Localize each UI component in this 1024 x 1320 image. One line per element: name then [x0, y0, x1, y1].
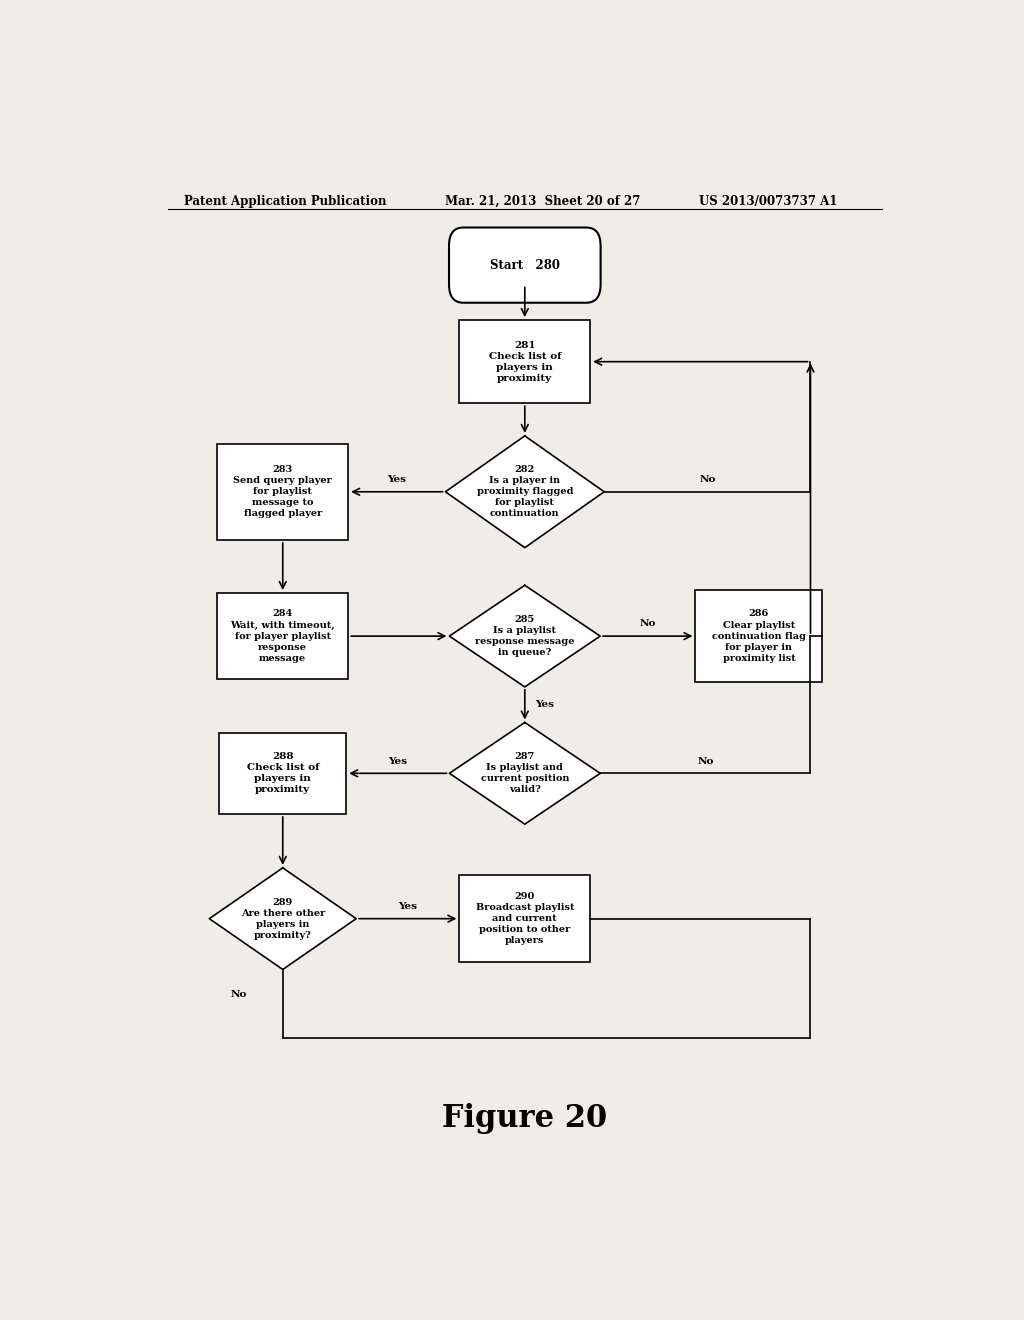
- Text: Yes: Yes: [536, 700, 554, 709]
- Text: 283
Send query player
for playlist
message to
flagged player: 283 Send query player for playlist messa…: [233, 465, 332, 519]
- Polygon shape: [445, 436, 604, 548]
- FancyBboxPatch shape: [460, 875, 590, 962]
- Text: Mar. 21, 2013  Sheet 20 of 27: Mar. 21, 2013 Sheet 20 of 27: [445, 194, 641, 207]
- Text: 287
Is playlist and
current position
valid?: 287 Is playlist and current position val…: [480, 752, 569, 795]
- Text: Yes: Yes: [387, 475, 407, 484]
- Text: 284
Wait, with timeout,
for player playlist
response
message: 284 Wait, with timeout, for player playl…: [230, 610, 335, 663]
- Text: No: No: [231, 990, 247, 999]
- Text: Patent Application Publication: Patent Application Publication: [183, 194, 386, 207]
- Text: No: No: [697, 756, 714, 766]
- Text: Yes: Yes: [388, 756, 408, 766]
- Polygon shape: [450, 722, 600, 824]
- Text: No: No: [640, 619, 656, 628]
- Text: 281
Check list of
players in
proximity: 281 Check list of players in proximity: [488, 341, 561, 383]
- Text: 290
Broadcast playlist
and current
position to other
players: 290 Broadcast playlist and current posit…: [475, 892, 574, 945]
- Polygon shape: [450, 585, 600, 686]
- Polygon shape: [209, 867, 356, 969]
- FancyBboxPatch shape: [460, 319, 590, 404]
- FancyBboxPatch shape: [449, 227, 601, 302]
- FancyBboxPatch shape: [695, 590, 822, 682]
- Text: Start   280: Start 280: [489, 259, 560, 272]
- Text: 286
Clear playlist
continuation flag
for player in
proximity list: 286 Clear playlist continuation flag for…: [712, 610, 806, 663]
- Text: 289
Are there other
players in
proximity?: 289 Are there other players in proximity…: [241, 898, 325, 940]
- FancyBboxPatch shape: [217, 444, 348, 540]
- Text: Figure 20: Figure 20: [442, 1104, 607, 1134]
- Text: 282
Is a player in
proximity flagged
for playlist
continuation: 282 Is a player in proximity flagged for…: [476, 465, 573, 519]
- Text: US 2013/0073737 A1: US 2013/0073737 A1: [699, 194, 838, 207]
- Text: 288
Check list of
players in
proximity: 288 Check list of players in proximity: [247, 752, 319, 795]
- FancyBboxPatch shape: [219, 733, 346, 814]
- FancyBboxPatch shape: [217, 593, 348, 680]
- Text: No: No: [699, 475, 716, 484]
- Text: 285
Is a playlist
response message
in queue?: 285 Is a playlist response message in qu…: [475, 615, 574, 657]
- Text: Yes: Yes: [398, 902, 417, 911]
